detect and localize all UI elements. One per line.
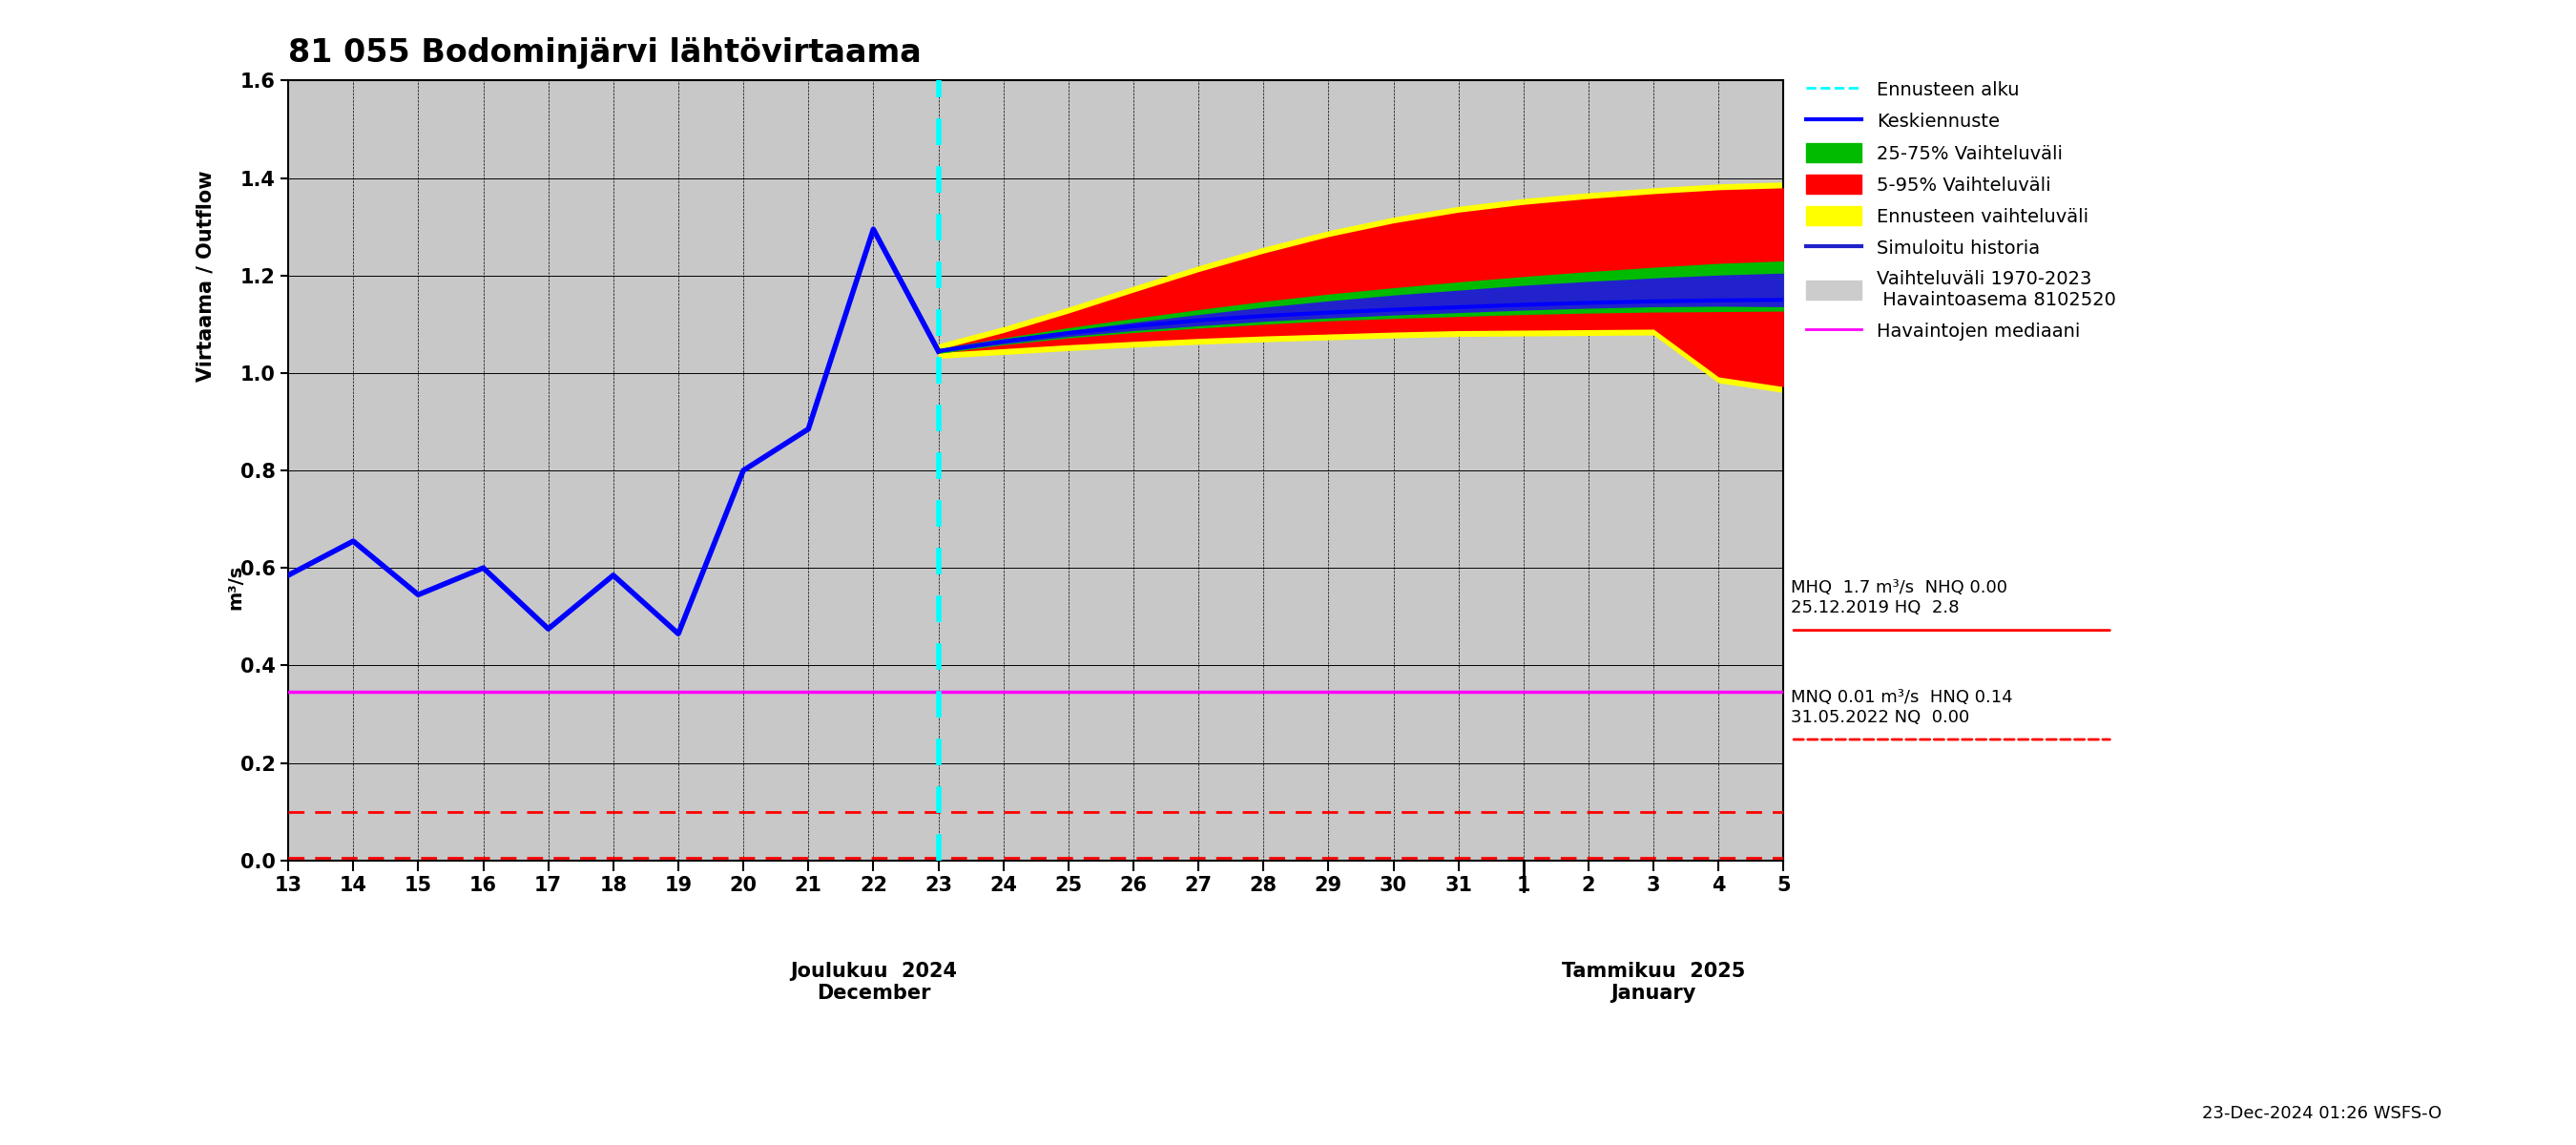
Text: m³/s: m³/s [227, 564, 245, 610]
Text: 81 055 Bodominjärvi lähtövirtaama: 81 055 Bodominjärvi lähtövirtaama [289, 37, 922, 69]
Text: MHQ  1.7 m³/s  NHQ 0.00
25.12.2019 HQ  2.8: MHQ 1.7 m³/s NHQ 0.00 25.12.2019 HQ 2.8 [1790, 579, 2007, 617]
Text: MNQ 0.01 m³/s  HNQ 0.14
31.05.2022 NQ  0.00: MNQ 0.01 m³/s HNQ 0.14 31.05.2022 NQ 0.0… [1790, 689, 2012, 726]
Legend: Ennusteen alku, Keskiennuste, 25-75% Vaihteluväli, 5-95% Vaihteluväli, Ennusteen: Ennusteen alku, Keskiennuste, 25-75% Vai… [1801, 74, 2120, 346]
Text: 23-Dec-2024 01:26 WSFS-O: 23-Dec-2024 01:26 WSFS-O [2202, 1105, 2442, 1122]
Text: Virtaama / Outflow: Virtaama / Outflow [196, 169, 216, 381]
Text: Tammikuu  2025
January: Tammikuu 2025 January [1561, 962, 1747, 1003]
Text: Joulukuu  2024
December: Joulukuu 2024 December [791, 962, 956, 1003]
